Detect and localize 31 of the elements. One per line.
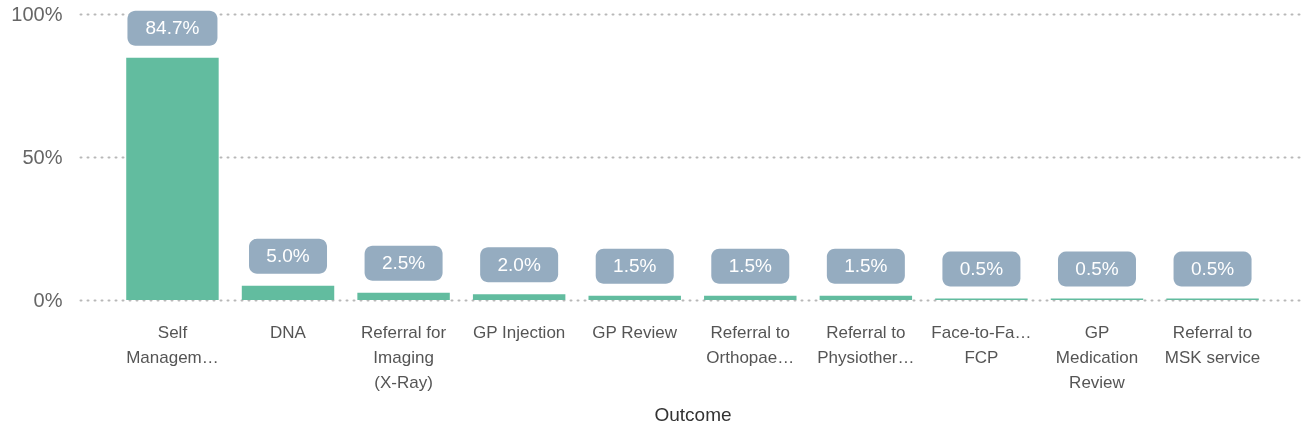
x-tick-label: Referral to Orthopae… — [706, 322, 795, 367]
data-label: 0.5% — [1075, 258, 1119, 280]
bar — [588, 295, 681, 300]
x-tick-label: Face-to-Fa… FCP — [931, 322, 1032, 367]
x-tick-label: GP Review — [592, 322, 678, 342]
data-label: 1.5% — [613, 255, 657, 277]
x-tick-label: GP Injection — [473, 322, 566, 342]
bar — [357, 292, 450, 300]
x-axis-title: Outcome — [654, 403, 732, 425]
y-tick-label: 0% — [33, 288, 63, 311]
data-label: 0.5% — [959, 258, 1004, 280]
x-tick-label: Self Managem… — [126, 322, 219, 367]
data-label: 0.5% — [1190, 258, 1235, 280]
bar — [704, 295, 797, 300]
bar — [819, 295, 913, 300]
data-label: 5.0% — [266, 245, 310, 267]
y-tick-label: 50% — [22, 145, 63, 168]
data-label: 84.7% — [145, 17, 200, 39]
data-label: 1.5% — [844, 255, 888, 277]
x-tick-label: GP Medication Review — [1055, 322, 1139, 392]
x-tick-label: Referral to Physiother… — [817, 322, 915, 367]
data-label: 2.5% — [381, 252, 426, 274]
bar — [472, 294, 566, 300]
x-tick-label: Referral for Imaging (X-Ray) — [361, 322, 447, 392]
bar — [241, 285, 335, 300]
x-tick-label: Referral to MSK service — [1164, 322, 1261, 367]
x-tick-label: DNA — [270, 322, 307, 342]
data-label: 1.5% — [728, 255, 773, 277]
data-label: 2.0% — [497, 253, 541, 275]
bar — [126, 57, 219, 300]
y-tick-label: 100% — [11, 2, 63, 25]
